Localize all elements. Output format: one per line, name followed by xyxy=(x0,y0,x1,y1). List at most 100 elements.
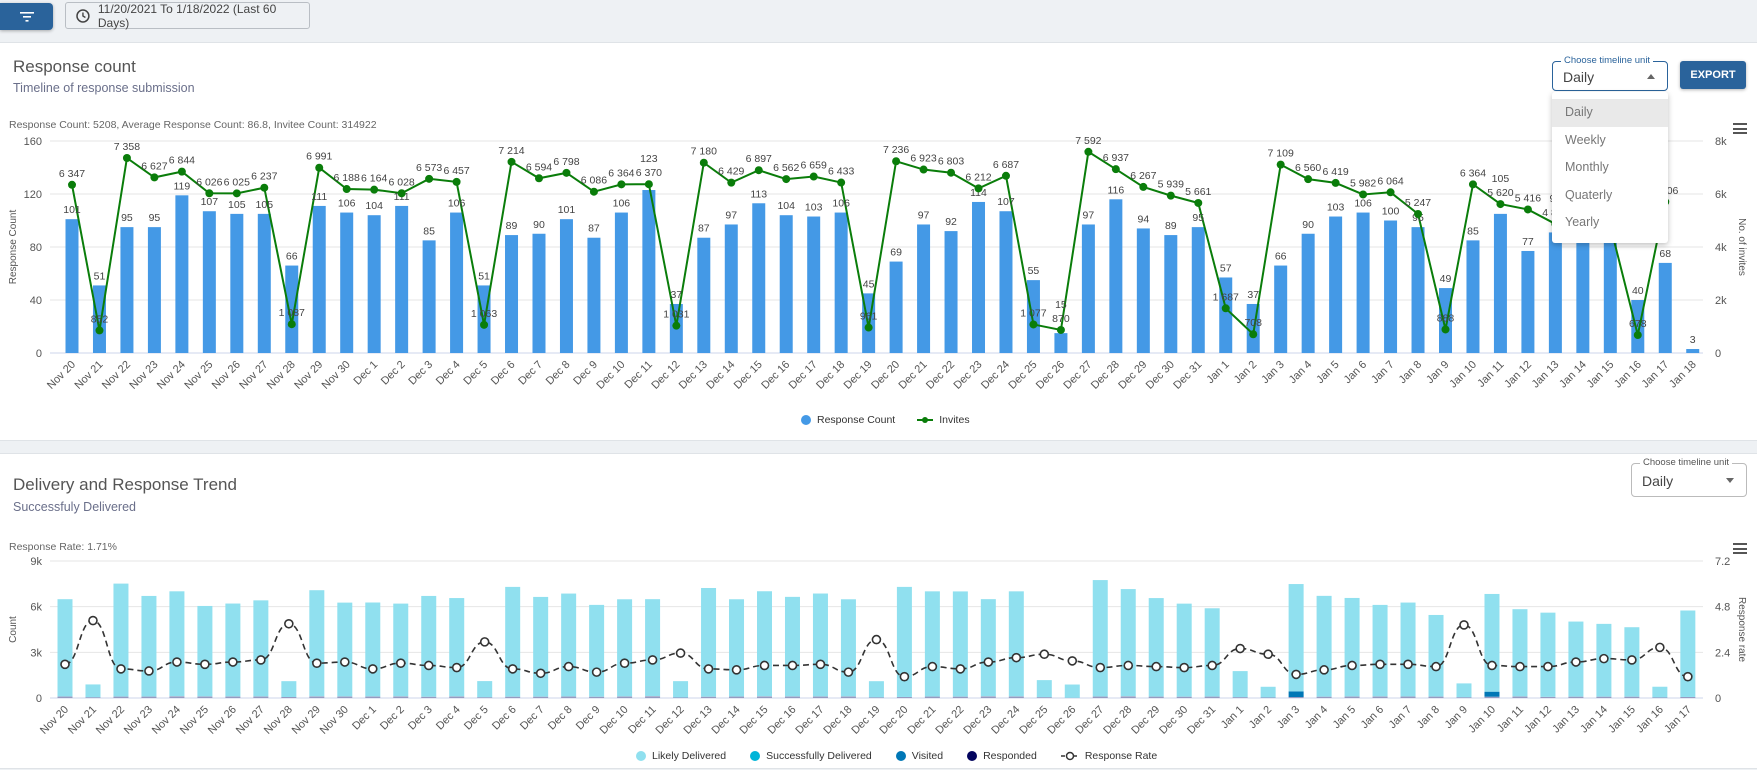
response-rate-point xyxy=(1180,664,1188,672)
response-rate-point xyxy=(257,656,265,664)
x-tick-label: Jan 13 xyxy=(1530,359,1562,391)
bar-likely-delivered xyxy=(701,588,716,697)
data-label-invites: 1 687 xyxy=(1213,291,1239,303)
x-tick-label: Dec 29 xyxy=(1129,704,1162,737)
menu-item-yearly[interactable]: Yearly xyxy=(1552,209,1668,237)
x-tick-label: Dec 22 xyxy=(924,359,957,392)
bar-likely-delivered xyxy=(281,681,296,697)
data-label-invites: 6 560 xyxy=(1295,162,1321,174)
bar-responded xyxy=(1540,697,1555,698)
invites-point xyxy=(1359,190,1367,198)
x-tick-label: Dec 8 xyxy=(544,359,573,388)
bar-likely-delivered xyxy=(1373,605,1388,696)
data-label-invites: 6 687 xyxy=(993,159,1019,171)
legend-successfully-delivered[interactable]: Successfully Delivered xyxy=(750,750,872,762)
response-rate-point xyxy=(1124,661,1132,669)
data-label-response: 111 xyxy=(311,191,327,203)
x-tick-label: Jan 2 xyxy=(1247,704,1275,732)
data-label-response: 45 xyxy=(863,278,875,290)
invites-point xyxy=(260,184,268,192)
data-label-response: 94 xyxy=(1137,213,1149,225)
legend-invites[interactable]: Invites xyxy=(917,414,969,426)
response-rate-point xyxy=(705,665,713,673)
data-label-invites: 1 063 xyxy=(471,308,497,320)
y-tick-label: 0 xyxy=(36,693,42,705)
x-tick-label: Jan 17 xyxy=(1640,359,1672,391)
data-label-response: 85 xyxy=(423,225,435,237)
bar-response-count xyxy=(148,227,161,353)
x-tick-label: Jan 14 xyxy=(1578,704,1610,736)
data-label-invites: 6 026 xyxy=(196,176,222,188)
menu-item-weekly[interactable]: Weekly xyxy=(1552,127,1668,155)
data-label-response: 85 xyxy=(1467,225,1479,237)
bar-responded xyxy=(897,697,912,698)
data-label-response: 106 xyxy=(338,198,356,210)
bar-responded xyxy=(1093,697,1108,698)
response-rate-point xyxy=(425,661,433,669)
bar-likely-delivered xyxy=(1149,598,1164,696)
legend-label: Successfully Delivered xyxy=(766,750,872,762)
invites-point xyxy=(508,158,516,166)
data-label-response: 49 xyxy=(1440,273,1452,285)
data-label-invites: 6 923 xyxy=(910,153,936,165)
invites-point xyxy=(1084,148,1092,156)
invites-point xyxy=(150,173,158,181)
data-label-invites: 6 659 xyxy=(801,160,827,172)
response-rate-point xyxy=(1544,663,1552,671)
legend-visited[interactable]: Visited xyxy=(896,750,943,762)
bar-likely-delivered xyxy=(1037,680,1052,697)
y-tick-label: 80 xyxy=(30,242,42,254)
bar-response-count xyxy=(1412,227,1425,353)
invites-point xyxy=(810,173,818,181)
response-rate-point xyxy=(1292,670,1300,678)
data-label-invites: 6 844 xyxy=(169,155,195,167)
x-tick-label: Jan 12 xyxy=(1522,704,1554,736)
x-tick-label: Dec 29 xyxy=(1116,359,1149,392)
data-label-invites: 6 164 xyxy=(361,173,387,185)
legend-response-rate[interactable]: Response Rate xyxy=(1061,750,1157,762)
date-range-button[interactable]: 11/20/2021 To 1/18/2022 (Last 60 Days) xyxy=(65,2,310,29)
x-tick-label: Nov 24 xyxy=(155,359,188,392)
x-tick-label: Dec 2 xyxy=(378,704,407,733)
bar-response-count xyxy=(395,206,408,353)
legend-likely-delivered[interactable]: Likely Delivered xyxy=(636,750,726,762)
bar-likely-delivered xyxy=(1680,611,1695,697)
legend-response-count[interactable]: Response Count xyxy=(801,414,895,426)
x-tick-label: Nov 27 xyxy=(237,359,270,392)
bar-responded xyxy=(869,697,884,698)
bar-likely-delivered xyxy=(1484,594,1499,692)
data-label-invites: 6 594 xyxy=(526,161,552,173)
x-tick-label: Dec 7 xyxy=(518,704,547,733)
x-tick-label: Dec 18 xyxy=(821,704,854,737)
menu-item-daily[interactable]: Daily xyxy=(1552,99,1668,127)
bar-responded xyxy=(225,696,240,698)
response-rate-point xyxy=(649,656,657,664)
data-label-invites: 6 267 xyxy=(1130,170,1156,182)
x-tick-label: Dec 6 xyxy=(489,359,518,388)
data-label-invites: 7 236 xyxy=(883,144,909,156)
x-tick-label: Jan 4 xyxy=(1287,359,1315,387)
data-label-response: 66 xyxy=(286,251,298,263)
menu-item-quarterly[interactable]: Quaterly xyxy=(1552,182,1668,210)
response-rate-point xyxy=(341,658,349,666)
filter-button[interactable] xyxy=(0,3,53,30)
x-tick-label: Nov 20 xyxy=(38,704,71,737)
x-tick-label: Jan 15 xyxy=(1585,359,1617,391)
x-tick-label: Dec 26 xyxy=(1045,704,1078,737)
data-label-response: 103 xyxy=(805,202,823,214)
x-tick-label: Nov 28 xyxy=(265,359,298,392)
data-label-invites: 6 429 xyxy=(718,166,744,178)
x-tick-label: Dec 14 xyxy=(704,359,737,392)
bar-responded xyxy=(1317,697,1332,698)
response-rate-point xyxy=(145,667,153,675)
y-tick-label: 6k xyxy=(30,602,42,614)
legend-responded[interactable]: Responded xyxy=(967,750,1037,762)
invites-point xyxy=(1112,165,1120,173)
response-rate-point xyxy=(1236,645,1244,653)
x-tick-label: Jan 8 xyxy=(1397,359,1425,387)
x-tick-label: Dec 17 xyxy=(787,359,820,392)
menu-item-monthly[interactable]: Monthly xyxy=(1552,154,1668,182)
data-label-response: 37 xyxy=(1247,289,1259,301)
bar-likely-delivered xyxy=(1457,683,1472,697)
invites-point xyxy=(1442,325,1450,333)
